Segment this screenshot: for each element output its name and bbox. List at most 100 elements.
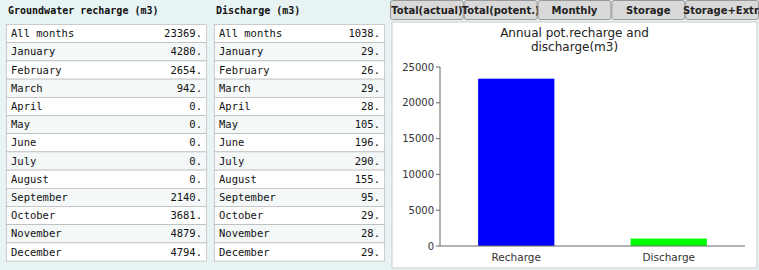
table-category: July — [219, 155, 244, 167]
table-row — [215, 225, 385, 243]
chart-title-line: Annual pot.recharge and — [500, 26, 649, 40]
tab-label: Storage — [626, 5, 671, 16]
table-category: April — [11, 100, 43, 112]
table-value: 155. — [355, 173, 380, 185]
y-tick — [436, 210, 440, 211]
table-row — [215, 188, 385, 206]
table-value: 4879. — [170, 227, 202, 239]
table-value: 23369. — [164, 27, 202, 39]
table-row — [7, 207, 207, 225]
x-tick-label: Recharge — [492, 251, 541, 263]
table-category: April — [219, 100, 251, 112]
table-category: January — [11, 45, 55, 57]
tab-label: Monthly — [552, 5, 598, 16]
table-category: May — [219, 118, 238, 130]
table-row — [7, 170, 207, 188]
table-value: 0. — [189, 155, 202, 167]
table-value: 26. — [361, 64, 380, 76]
table-category: All months — [11, 27, 74, 39]
table-category: January — [219, 45, 263, 57]
table-category: September — [11, 191, 68, 203]
x-axis-line — [440, 246, 745, 247]
tab-label: Total(actual) — [391, 5, 462, 16]
table-category: November — [11, 227, 62, 239]
table-row — [215, 25, 385, 43]
table-value: 0. — [189, 173, 202, 185]
y-axis: 0500010000150002000025000 — [402, 62, 440, 252]
table-value: 29. — [361, 246, 380, 258]
table-value: 942. — [177, 82, 202, 94]
table-row — [7, 97, 207, 115]
table-category: October — [11, 209, 55, 221]
y-tick — [436, 246, 440, 247]
tab-label: Total(potent.) — [462, 5, 540, 16]
chart-panel — [392, 22, 757, 268]
table-category: February — [219, 64, 270, 76]
y-tick — [436, 67, 440, 68]
table-value: 196. — [355, 136, 380, 148]
table-category: August — [11, 173, 49, 185]
y-tick — [436, 174, 440, 175]
bars — [478, 79, 707, 246]
table-row — [215, 134, 385, 152]
table-row — [7, 134, 207, 152]
table-category: June — [11, 136, 36, 148]
y-tick-label: 20000 — [402, 97, 434, 108]
table-row — [7, 188, 207, 206]
table-value: 2654. — [170, 64, 202, 76]
table-row — [215, 97, 385, 115]
table-category: July — [11, 155, 36, 167]
table-value: 105. — [355, 118, 380, 130]
table-category: March — [219, 82, 251, 94]
table-row — [215, 170, 385, 188]
table-value: 0. — [189, 118, 202, 130]
table-row — [7, 225, 207, 243]
table-row — [215, 243, 385, 261]
table-value: 4280. — [170, 45, 202, 57]
table-category: All months — [219, 27, 282, 39]
table-value: 290. — [355, 155, 380, 167]
y-tick-label: 25000 — [402, 62, 434, 73]
tab — [612, 1, 685, 20]
table-row — [7, 61, 207, 79]
y-tick — [436, 102, 440, 103]
table-value: 2140. — [170, 191, 202, 203]
table-category: October — [219, 209, 263, 221]
table-category: May — [11, 118, 30, 130]
table-category: August — [219, 173, 257, 185]
table-row — [7, 79, 207, 97]
table-value: 0. — [189, 136, 202, 148]
table-row — [7, 25, 207, 43]
tab — [391, 1, 464, 20]
y-tick-label: 15000 — [402, 133, 434, 144]
table-row — [215, 61, 385, 79]
table-value: 29. — [361, 82, 380, 94]
table-title: Groundwater recharge (m3) — [8, 5, 159, 16]
table-row — [215, 116, 385, 134]
table-value: 28. — [361, 100, 380, 112]
y-axis-line — [440, 67, 441, 246]
table-value: 28. — [361, 227, 380, 239]
table-title: Discharge (m3) — [216, 5, 300, 16]
y-tick — [436, 138, 440, 139]
y-tick-label: 5000 — [409, 205, 434, 216]
tab — [538, 1, 611, 20]
table-category: February — [11, 64, 62, 76]
chart-title: Annual pot.recharge anddischarge(m3) — [500, 26, 649, 54]
table-row — [215, 43, 385, 61]
table-value: 3681. — [170, 209, 202, 221]
background — [0, 0, 759, 270]
table-row — [215, 207, 385, 225]
y-tick-label: 10000 — [402, 169, 434, 180]
table-category: December — [219, 246, 270, 258]
table-row — [7, 243, 207, 261]
chart-title-line: discharge(m3) — [531, 40, 618, 54]
table-category: December — [11, 246, 62, 258]
table-row — [215, 152, 385, 170]
table-row — [7, 152, 207, 170]
table-value: 29. — [361, 45, 380, 57]
bar — [478, 79, 554, 246]
table-value: 4794. — [170, 246, 202, 258]
table-row — [7, 116, 207, 134]
bar — [631, 239, 707, 246]
